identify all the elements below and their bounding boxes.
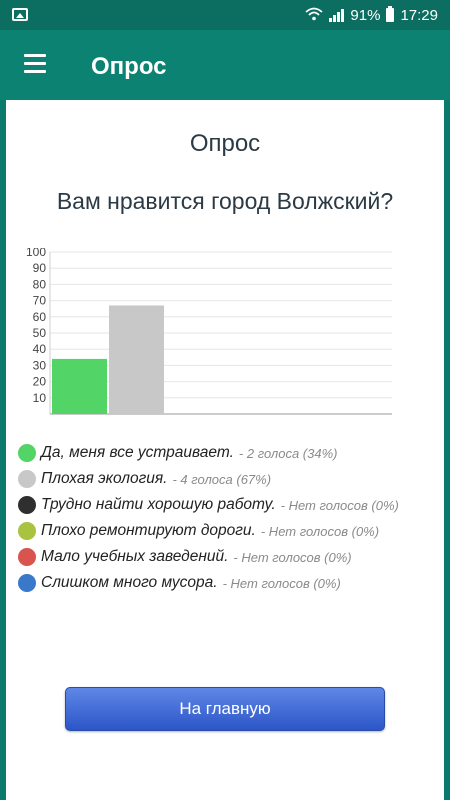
app-bar: Опрос — [0, 30, 450, 100]
legend-color-dot — [18, 522, 36, 540]
legend-vote-count: - 2 голоса (34%) — [238, 445, 338, 461]
results-chart: 10 20 30 40 50 60 70 80 90 100 — [20, 248, 400, 418]
legend-label: Мало учебных заведений. — [41, 548, 229, 565]
y-tick-label: 40 — [33, 342, 47, 356]
legend-color-dot — [18, 496, 36, 514]
status-bar: 91% 17:29 — [0, 0, 450, 30]
legend-item: Слишком много мусора. - Нет голосов (0%) — [18, 570, 438, 596]
legend-vote-count: - 4 голоса (67%) — [172, 471, 272, 487]
poll-card: Опрос Вам нравится город Волжский? 10 20 3… — [6, 100, 444, 800]
wifi-icon — [305, 7, 324, 24]
legend-vote-count: - Нет голосов (0%) — [280, 497, 399, 513]
chart-bar — [109, 305, 164, 414]
legend-label: Плохо ремонтируют дороги. — [41, 522, 256, 539]
legend-item: Да, меня все устраивает. - 2 голоса (34%) — [18, 440, 438, 466]
y-tick-label: 80 — [33, 277, 47, 291]
y-tick-label: 20 — [33, 375, 47, 389]
y-tick-label: 60 — [33, 310, 47, 324]
legend-item: Мало учебных заведений. - Нет голосов (0%… — [18, 544, 438, 570]
y-tick-label: 50 — [33, 326, 47, 340]
y-tick-label: 90 — [33, 261, 47, 275]
battery-percent: 91% — [350, 6, 381, 24]
poll-question: Вам нравится город Волжский? — [56, 188, 394, 214]
legend-label: Плохая экология. — [41, 470, 168, 487]
legend-color-dot — [18, 548, 36, 566]
legend-color-dot — [18, 574, 36, 592]
y-tick-label: 70 — [33, 294, 47, 308]
chart-bar — [52, 358, 107, 414]
legend-label: Слишком много мусора. — [41, 574, 218, 591]
y-tick-label: 30 — [33, 358, 47, 372]
status-time: 17:29 — [400, 6, 438, 24]
poll-heading: Опрос — [189, 130, 261, 157]
legend-label: Да, меня все устраивает. — [41, 444, 234, 461]
legend-vote-count: - Нет голосов (0%) — [222, 575, 341, 591]
legend-vote-count: - Нет голосов (0%) — [260, 523, 380, 539]
home-button[interactable]: На главную — [65, 687, 385, 731]
status-indicators: 91% 17:29 — [305, 5, 438, 25]
y-tick-label: 100 — [26, 248, 46, 259]
chart-legend: Да, меня все устраивает. - 2 голоса (34%)… — [18, 440, 438, 596]
legend-item: Плохо ремонтируют дороги. - Нет голосов (… — [18, 518, 438, 544]
y-tick-label: 10 — [33, 391, 47, 405]
battery-icon — [386, 6, 395, 22]
legend-vote-count: - Нет голосов (0%) — [233, 549, 352, 565]
legend-color-dot — [18, 470, 36, 488]
results-chart-svg: 10 20 30 40 50 60 70 80 90 100 — [26, 248, 392, 415]
signal-icon — [329, 8, 345, 22]
legend-item: Трудно найти хорошую работу. - Нет голосо… — [18, 492, 438, 518]
hamburger-menu-icon[interactable] — [24, 54, 48, 74]
legend-color-dot — [18, 444, 36, 462]
legend-label: Трудно найти хорошую работу. — [41, 496, 276, 513]
image-icon — [12, 8, 28, 21]
app-title: Опрос — [91, 53, 167, 80]
legend-item: Плохая экология. - 4 голоса (67%) — [18, 466, 438, 492]
